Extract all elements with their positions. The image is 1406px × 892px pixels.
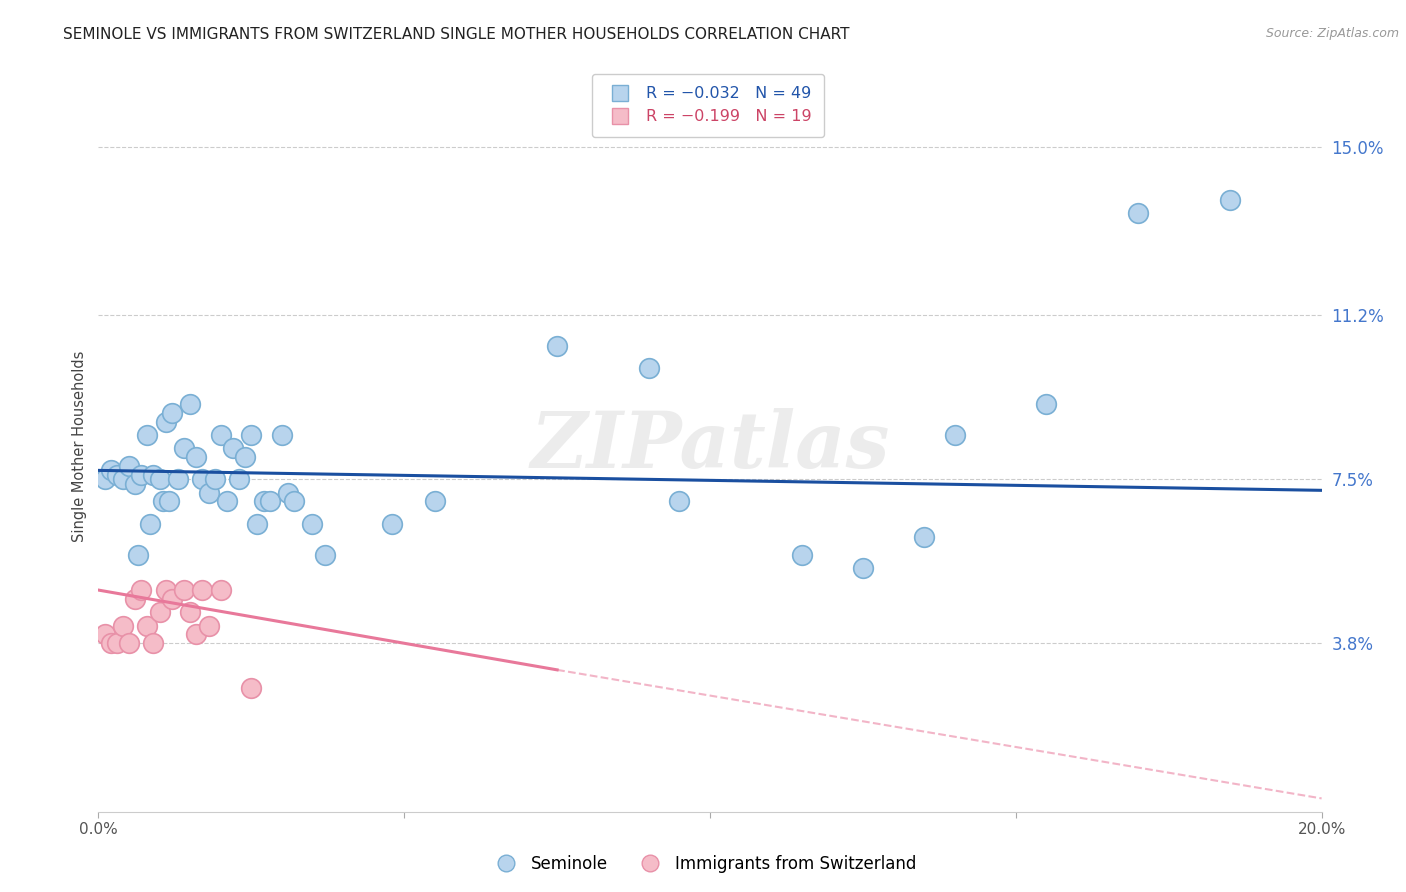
Point [222, 441, 245, 455]
Point [105, 636, 128, 650]
Point [546, 339, 568, 353]
Point [167, 472, 190, 486]
Point [790, 548, 813, 562]
Point [191, 583, 214, 598]
Point [186, 627, 208, 641]
Point [283, 494, 305, 508]
Text: ZIPatlas: ZIPatlas [530, 408, 890, 484]
Point [246, 516, 269, 531]
Point [179, 605, 201, 619]
Text: SEMINOLE VS IMMIGRANTS FROM SWITZERLAND SINGLE MOTHER HOUSEHOLDS CORRELATION CHA: SEMINOLE VS IMMIGRANTS FROM SWITZERLAND … [63, 27, 849, 42]
Point [124, 476, 146, 491]
Point [149, 605, 172, 619]
Point [155, 415, 177, 429]
Point [197, 485, 219, 500]
Point [129, 583, 152, 598]
Point [215, 494, 238, 508]
Point [252, 494, 274, 508]
Point [93, 472, 115, 486]
Y-axis label: Single Mother Households: Single Mother Households [72, 351, 87, 541]
Point [240, 681, 263, 695]
Point [118, 636, 141, 650]
Point [118, 458, 141, 473]
Point [111, 472, 134, 486]
Point [423, 494, 446, 508]
Point [152, 494, 174, 508]
Point [157, 494, 180, 508]
Point [127, 548, 149, 562]
Point [100, 463, 122, 477]
Point [186, 450, 208, 464]
Point [301, 516, 323, 531]
Point [912, 530, 935, 544]
Point [943, 428, 966, 442]
Point [668, 494, 690, 508]
Point [105, 467, 128, 482]
Point [142, 467, 165, 482]
Point [240, 428, 263, 442]
Point [270, 428, 294, 442]
Point [149, 472, 172, 486]
Point [1219, 193, 1241, 207]
Point [160, 591, 183, 606]
Point [179, 397, 201, 411]
Point [139, 516, 162, 531]
Point [1035, 397, 1057, 411]
Point [111, 618, 134, 632]
Point [142, 636, 165, 650]
Point [93, 627, 115, 641]
Point [204, 472, 226, 486]
Point [100, 636, 122, 650]
Point [314, 548, 336, 562]
Point [155, 583, 177, 598]
Legend: R = −0.032   N = 49, R = −0.199   N = 19: R = −0.032 N = 49, R = −0.199 N = 19 [592, 74, 824, 137]
Point [259, 494, 281, 508]
Point [233, 450, 256, 464]
Point [209, 583, 232, 598]
Point [637, 361, 661, 376]
Point [173, 441, 195, 455]
Point [136, 618, 159, 632]
Point [191, 472, 214, 486]
Point [1128, 206, 1150, 220]
Point [129, 467, 152, 482]
Point [381, 516, 404, 531]
Point [277, 485, 299, 500]
Point [173, 583, 195, 598]
Text: Source: ZipAtlas.com: Source: ZipAtlas.com [1265, 27, 1399, 40]
Point [136, 428, 159, 442]
Point [228, 472, 250, 486]
Point [209, 428, 232, 442]
Legend: Seminole, Immigrants from Switzerland: Seminole, Immigrants from Switzerland [482, 848, 924, 880]
Point [160, 406, 183, 420]
Point [852, 561, 875, 575]
Point [124, 591, 146, 606]
Point [197, 618, 219, 632]
